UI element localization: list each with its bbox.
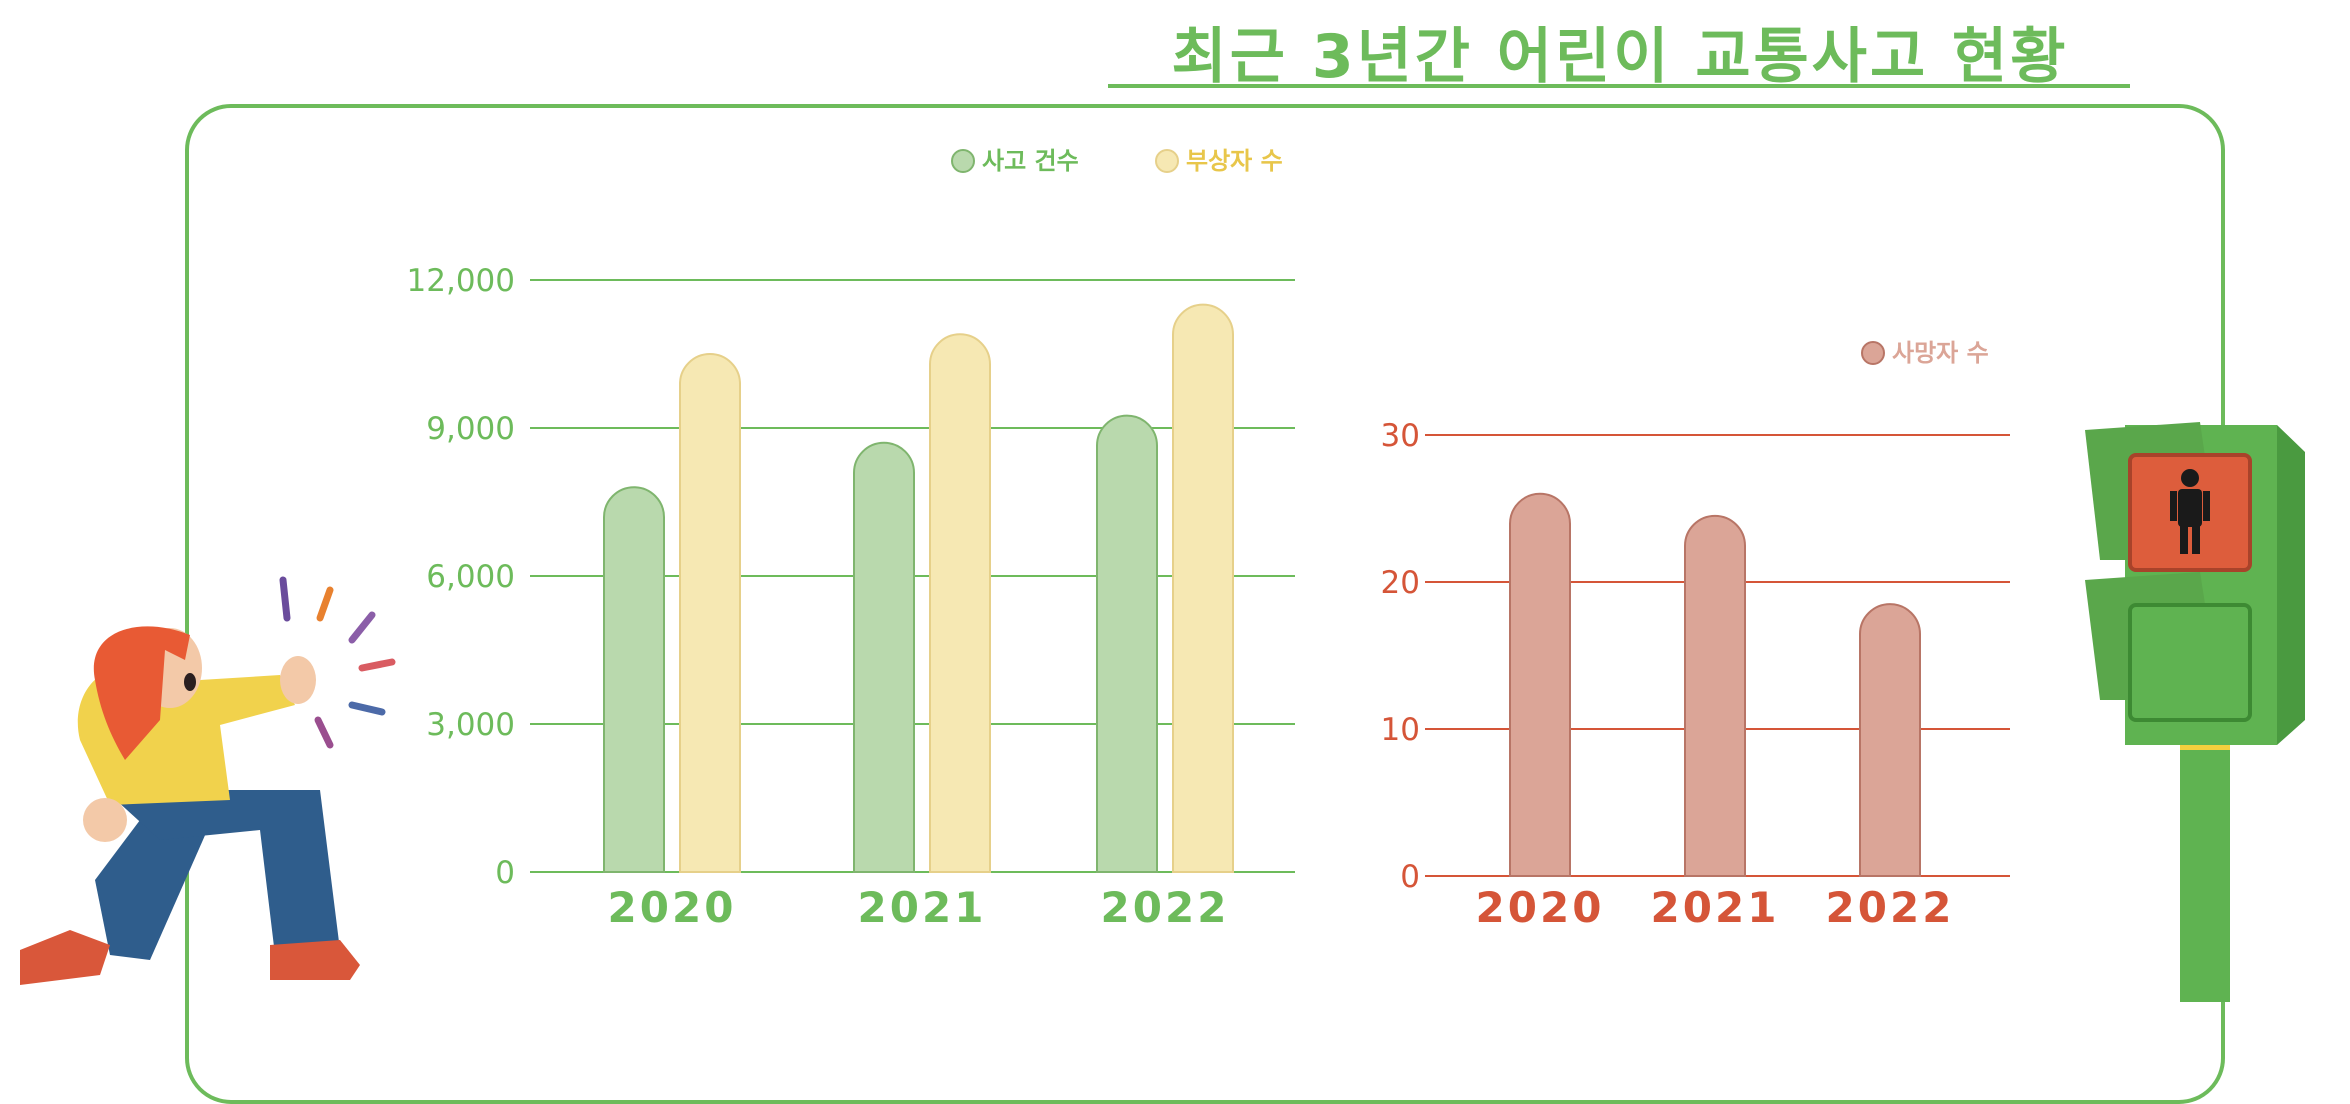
x-tick-label: 2020 bbox=[1476, 883, 1605, 932]
legend-label-injured: 부상자 수 bbox=[1186, 147, 1283, 175]
child-illustration bbox=[20, 576, 396, 985]
y-tick-label: 30 bbox=[1381, 418, 1420, 454]
title-underline bbox=[1108, 84, 2130, 88]
legend-label-accidents: 사고 건수 bbox=[982, 147, 1079, 175]
bar-deaths bbox=[1509, 492, 1571, 877]
y-tick-label: 0 bbox=[495, 855, 515, 891]
y-tick-label: 6,000 bbox=[426, 559, 515, 595]
traffic-light-icon bbox=[2085, 422, 2305, 1002]
bar-injured bbox=[679, 353, 741, 873]
chart-title: 최근 3년간 어린이 교통사고 현황 bbox=[1171, 22, 2069, 92]
legend-label-deaths: 사망자 수 bbox=[1892, 339, 1989, 367]
bar-injured bbox=[929, 333, 991, 873]
legend-swatch-injured bbox=[1155, 149, 1179, 173]
y-tick-label: 3,000 bbox=[426, 707, 515, 743]
x-tick-label: 2022 bbox=[1826, 883, 1955, 932]
illustration-layer: 0 3,000 6,000 9,000 12,000 2020 2021 2022 사고 건수 부… bbox=[20, 147, 2305, 1002]
x-tick-label: 2022 bbox=[1101, 883, 1230, 932]
bar-accidents bbox=[853, 441, 915, 873]
bar-deaths bbox=[1684, 514, 1746, 877]
x-tick-label: 2021 bbox=[858, 883, 987, 932]
y-tick-label: 12,000 bbox=[407, 263, 515, 299]
exclamation-marks-icon bbox=[279, 576, 396, 749]
y-tick-label: 20 bbox=[1381, 565, 1420, 601]
x-tick-label: 2021 bbox=[1651, 883, 1780, 932]
bar-accidents bbox=[603, 486, 665, 873]
bar-deaths bbox=[1859, 603, 1921, 877]
bar-injured bbox=[1172, 303, 1234, 873]
y-tick-label: 9,000 bbox=[426, 411, 515, 447]
x-tick-label: 2020 bbox=[608, 883, 737, 932]
bar-accidents bbox=[1096, 414, 1158, 873]
y-tick-label: 0 bbox=[1400, 859, 1420, 895]
y-tick-label: 10 bbox=[1381, 712, 1420, 748]
legend-swatch-deaths bbox=[1861, 341, 1885, 365]
legend-swatch-accidents bbox=[951, 149, 975, 173]
pedestrian-figure-icon bbox=[2170, 469, 2210, 554]
